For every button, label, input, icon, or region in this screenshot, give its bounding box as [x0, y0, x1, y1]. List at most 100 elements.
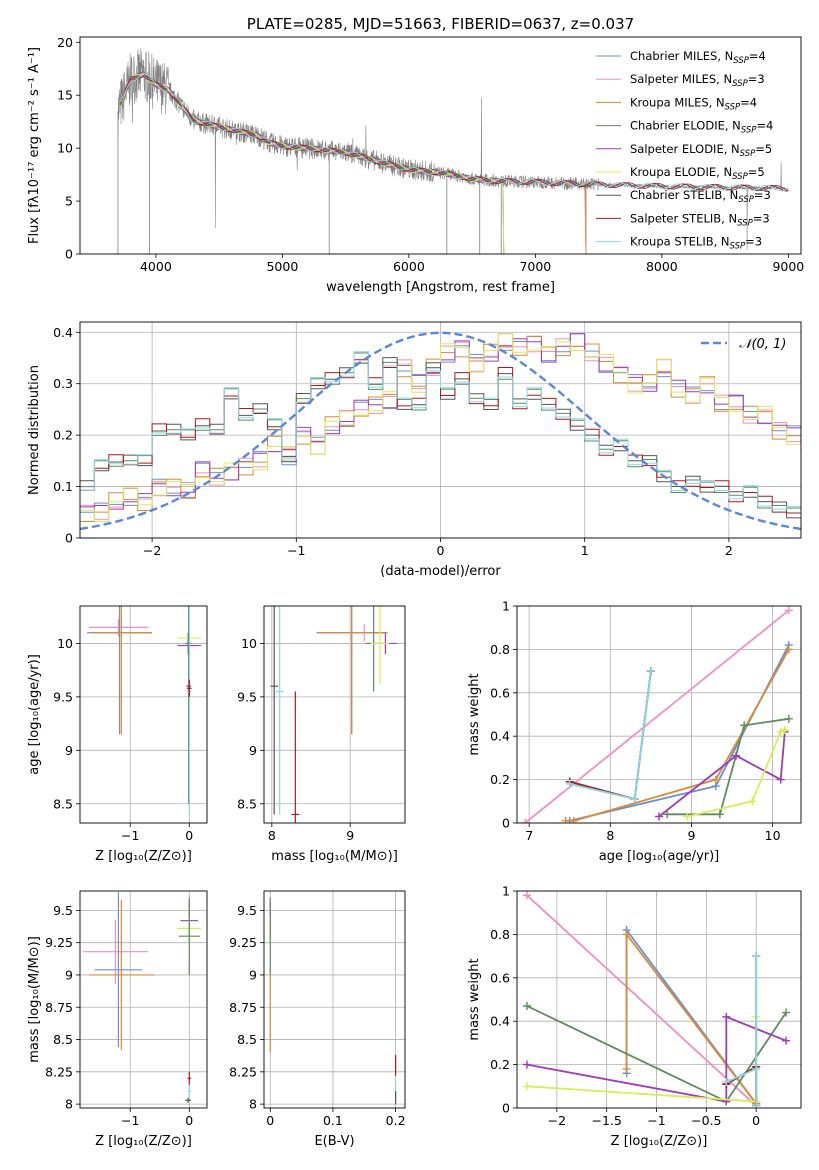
residuals-xtick-label: 0	[437, 543, 445, 558]
weight_vs_age-xtick-label: 7	[525, 828, 533, 843]
salpeter_elodie-marker	[522, 1060, 531, 1069]
kroupa_stelib-marker	[752, 1101, 761, 1108]
residuals-ylabel: Normed distribution	[27, 365, 42, 495]
weight_vs_age-ytick-label: 0.4	[490, 729, 510, 744]
weight_vs_z-panel: −2 −1.5 −1 −0.5 0 0 0.2 0.4 0.6 0.8 1 Z [log₁₀(Z/Z⊙…	[467, 884, 802, 1149]
spectrum-xlabel: wavelength [Angstrom, rest frame]	[326, 280, 555, 295]
salpeter_elodie-histogram	[80, 333, 801, 510]
kroupa_miles-marker	[569, 816, 578, 823]
chabrier_elodie-marker	[663, 810, 672, 819]
mass_vs_z-ytick-label: 8	[65, 1097, 73, 1112]
kroupa_miles-weight-line	[565, 648, 790, 822]
weight_vs_age-ytick-label: 0.6	[490, 685, 510, 700]
kroupa_stelib-marker	[722, 1077, 731, 1086]
mass_vs_z-ylabel: mass [log₁₀(M/M⊙)]	[27, 936, 42, 1063]
spectrum-xtick-label: 4000	[140, 259, 172, 274]
salpeter_miles-weight-line	[524, 609, 790, 823]
mass_vs_ebv-xlabel: E(B-V)	[314, 1134, 354, 1149]
age_vs_mass-panel: 8 9 8.5 9 9.5 10 mass [log₁₀(M/M⊙)]	[237, 605, 406, 864]
weight_vs_z-xtick-label: −1.5	[592, 1113, 622, 1128]
mass_vs_z-frame	[79, 890, 208, 1109]
residuals-xtick-label: 1	[581, 543, 589, 558]
residuals-xtick-label: 2	[725, 543, 733, 558]
salpeter_elodie-marker	[732, 751, 741, 760]
mass_vs_z-ytick-label: 9.25	[45, 935, 73, 950]
mass_vs_z-xlabel: Z [log₁₀(Z/Z⊙)]	[95, 1134, 192, 1149]
residuals-xtick-label: −2	[143, 543, 161, 558]
mass_vs_z-ytick-label: 9	[65, 967, 73, 982]
weight_vs_z-ytick-label: 0	[502, 1101, 510, 1116]
age_vs_mass-ytick-label: 8.5	[237, 796, 257, 811]
weight_vs_z-ylabel: mass weight	[467, 958, 482, 1040]
kroupa_elodie-weight-line	[687, 728, 786, 818]
legend-label-salpeter_elodie: Salpeter ELODIE, NSSP=5	[630, 142, 772, 159]
kroupa_miles-model	[120, 72, 587, 254]
kroupa_stelib-model	[120, 72, 789, 192]
mass_vs_ebv-xtick-label: 0.2	[386, 1113, 406, 1128]
kroupa_stelib-weight-line	[725, 956, 758, 1106]
kroupa_miles-marker	[622, 1064, 631, 1073]
spectrum-plot-area	[117, 48, 789, 254]
salpeter_stelib-model	[120, 75, 789, 192]
age_vs_z-ytick-label: 9	[65, 743, 73, 758]
legend-label-kroupa_elodie: Kroupa ELODIE, NSSP=5	[630, 165, 765, 182]
chabrier_stelib-model	[120, 76, 789, 192]
residuals-ytick-label: 0.1	[53, 479, 73, 494]
salpeter_elodie-marker	[776, 775, 785, 784]
age_vs_z-xtick-label: −1	[121, 828, 139, 843]
weight_vs_age-ytick-label: 1	[502, 599, 510, 614]
salpeter_elodie-marker	[655, 812, 663, 821]
spectrum-frame	[79, 36, 802, 255]
age_vs_z-ytick-label: 9.5	[53, 689, 73, 704]
chabrier_elodie-weight-line	[667, 717, 789, 816]
age_vs_mass-xtick-label: 9	[346, 828, 354, 843]
mass_vs_z-plot-area	[82, 892, 202, 1103]
weight_vs_age-xtick-label: 10	[765, 828, 781, 843]
spectrum-ylabel: Flux [fλ10⁻¹⁷ erg cm⁻² s⁻¹ A⁻¹]	[27, 47, 42, 244]
mass_vs_z-ytick-label: 9.5	[53, 903, 73, 918]
mass_vs_ebv-ytick-label: 8.5	[237, 1032, 257, 1047]
age_vs_z-plot-area	[87, 606, 202, 815]
weight_vs_age-xlabel: age [log₁₀(age/yr)]	[599, 849, 720, 864]
spectrum-xtick-label: 8000	[646, 259, 678, 274]
mass_vs_ebv-ytick-label: 9.5	[237, 903, 257, 918]
legend-label-salpeter_stelib: Salpeter STELIB, NSSP=3	[630, 211, 770, 228]
mass_vs_ebv-ytick-label: 9.25	[229, 935, 257, 950]
weight_vs_age-xtick-label: 8	[606, 828, 614, 843]
spectrum-xtick-label: 9000	[772, 259, 804, 274]
salpeter_elodie-marker	[722, 1012, 731, 1021]
weight_vs_z-ytick-label: 0.8	[490, 927, 510, 942]
spectrum-xtick-label: 5000	[266, 259, 298, 274]
kroupa_miles-marker	[561, 816, 570, 823]
spectrum-ytick-label: 20	[57, 35, 73, 50]
weight_vs_z-xlabel: Z [log₁₀(Z/Z⊙)]	[611, 1134, 708, 1149]
kroupa_stelib-histogram	[80, 351, 801, 510]
spectrum-ytick-label: 5	[65, 194, 73, 209]
age_vs_mass-ytick-label: 9.5	[237, 689, 257, 704]
residuals-ytick-label: 0.4	[53, 325, 73, 340]
mass_vs_ebv-ytick-label: 8.25	[229, 1064, 257, 1079]
mass_vs_ebv-ytick-label: 8.75	[229, 1000, 257, 1015]
residuals-panel: −2 −1 0 1 2 0 0.1 0.2 0.3 0.4 (data-model)/error No…	[27, 321, 802, 579]
mass_vs_z-xtick-label: −1	[121, 1113, 139, 1128]
legend-label-chabrier_elodie: Chabrier ELODIE, NSSP=4	[630, 119, 773, 136]
mass_vs_z-ytick-label: 8.75	[45, 1000, 73, 1015]
weight_vs_age-ytick-label: 0	[502, 816, 510, 831]
residuals-ytick-label: 0.3	[53, 376, 73, 391]
age_vs_mass-xtick-label: 8	[268, 828, 276, 843]
weight_vs_age-ytick-label: 0.2	[490, 772, 510, 787]
age_vs_mass-plot-area	[270, 606, 398, 823]
legend-label-chabrier_miles: Chabrier MILES, NSSP=4	[630, 49, 766, 66]
weight_vs_z-xtick-label: −0.5	[691, 1113, 721, 1128]
salpeter_elodie-weight-line	[658, 731, 786, 818]
weight_vs_z-ytick-label: 0.6	[490, 970, 510, 985]
residuals-ytick-label: 0.2	[53, 428, 73, 443]
kroupa_stelib-marker	[752, 1064, 761, 1073]
mass_vs_ebv-xtick-label: 0.1	[323, 1113, 343, 1128]
age_vs_z-frame	[79, 605, 208, 824]
kroupa_stelib-marker	[630, 795, 639, 804]
weight_vs_age-ylabel: mass weight	[467, 673, 482, 755]
legend-label-kroupa_stelib: Kroupa STELIB, NSSP=3	[630, 235, 762, 252]
chabrier_elodie-marker	[715, 810, 724, 819]
mass_vs_z-xtick-label: 0	[185, 1113, 193, 1128]
